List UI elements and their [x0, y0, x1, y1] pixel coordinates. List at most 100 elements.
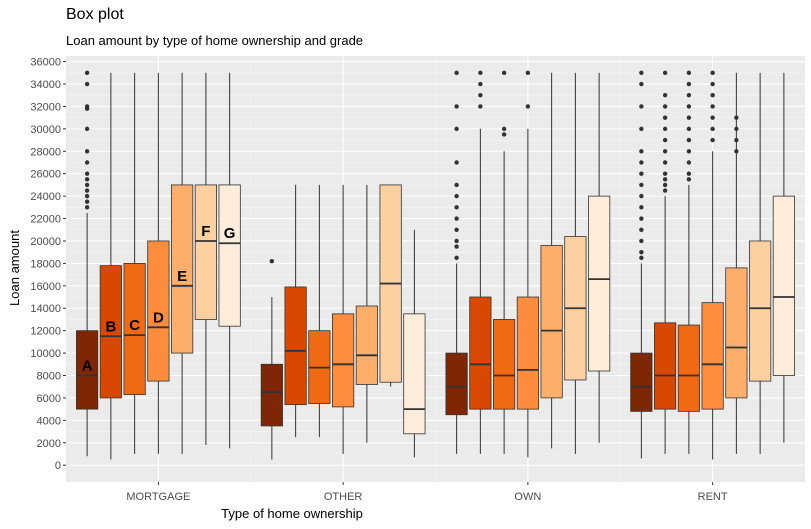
x-axis-ticks: MORTGAGE OTHER OWN RENT [126, 482, 728, 503]
box-rent-g [772, 72, 795, 443]
outlier-point [686, 137, 692, 143]
box-rent-b [654, 70, 677, 454]
outlier-point [454, 216, 459, 221]
box-other-b [284, 184, 307, 438]
outlier-point [84, 171, 90, 176]
outlier-point [734, 149, 739, 154]
outlier-point [639, 249, 644, 255]
outlier-point [454, 238, 459, 244]
y-tick-label: 8000 [37, 371, 61, 383]
outlier-point [686, 93, 692, 98]
box-own-b [469, 70, 492, 454]
box-mortgage-c [123, 72, 146, 454]
y-tick-label: 30000 [30, 124, 61, 136]
outlier-point [662, 93, 668, 98]
outlier-point [84, 199, 90, 204]
box-mortgage-b [99, 72, 122, 460]
box-iqr [403, 313, 426, 435]
grade-label-f: F [201, 223, 210, 240]
outlier-point [269, 258, 275, 264]
box-mortgage-g [218, 72, 241, 449]
box-rent-e [725, 72, 748, 454]
outlier-point [662, 126, 668, 132]
grade-label-e: E [177, 268, 187, 285]
grade-label-a: A [82, 358, 93, 375]
box-other-a [260, 258, 283, 460]
outlier-point [710, 81, 715, 87]
y-tick-label: 24000 [30, 191, 61, 203]
y-tick-label: 20000 [30, 236, 61, 248]
outlier-point [454, 255, 459, 260]
y-tick-label: 12000 [30, 326, 61, 338]
box-other-f [379, 184, 402, 387]
outlier-point [639, 81, 644, 87]
box-iqr [630, 352, 653, 412]
outlier-point [525, 104, 531, 109]
outlier-point [662, 188, 668, 193]
outlier-point [710, 70, 715, 76]
box-iqr [469, 296, 492, 410]
box-iqr [725, 267, 748, 399]
box-iqr [123, 262, 146, 395]
box-iqr [218, 184, 241, 327]
box-other-g [403, 229, 426, 458]
y-axis-ticks: 0 2000 4000 6000 8000 10000 12000 14000 16000 180… [30, 57, 66, 472]
box-mortgage-a [76, 70, 99, 457]
box-own-a [445, 70, 468, 454]
box-other-e [355, 184, 378, 443]
outlier-point [734, 126, 739, 132]
outlier-point [84, 160, 90, 165]
outlier-point [639, 126, 644, 132]
box-own-g [588, 72, 611, 443]
outlier-point [639, 227, 644, 232]
box-iqr [493, 319, 516, 410]
outlier-point [686, 177, 692, 182]
box-iqr [540, 245, 563, 399]
outlier-point [686, 104, 692, 109]
outlier-point [686, 115, 692, 120]
outlier-point [639, 255, 644, 260]
y-tick-label: 0 [55, 460, 61, 472]
outlier-point [84, 126, 90, 132]
x-tick-label: OWN [514, 491, 541, 503]
outlier-point [639, 171, 644, 176]
outlier-point [734, 137, 739, 143]
outlier-point [662, 160, 668, 165]
y-tick-label: 26000 [30, 169, 61, 181]
y-tick-label: 6000 [37, 393, 61, 405]
outlier-point [84, 104, 90, 109]
outlier-point [639, 205, 644, 210]
outlier-point [478, 70, 483, 76]
outlier-point [662, 149, 668, 154]
y-tick-label: 28000 [30, 146, 61, 158]
box-rent-a [630, 70, 653, 459]
outlier-point [662, 137, 668, 143]
y-tick-label: 36000 [30, 57, 61, 69]
box-iqr [332, 313, 355, 408]
outlier-point [710, 137, 715, 143]
box-iqr [171, 184, 194, 354]
grade-label-g: G [224, 225, 236, 242]
outlier-point [454, 244, 459, 249]
outlier-point [454, 205, 459, 210]
outlier-point [454, 70, 459, 76]
box-iqr [194, 184, 217, 320]
box-own-c [493, 70, 516, 454]
y-tick-label: 14000 [30, 303, 61, 315]
grade-labels: A B C D E F G [82, 223, 236, 375]
box-iqr [654, 322, 677, 410]
outlier-point [686, 160, 692, 165]
y-tick-label: 2000 [37, 438, 61, 450]
outlier-point [662, 104, 668, 109]
outlier-point [686, 126, 692, 132]
outlier-point [710, 115, 715, 120]
box-iqr [516, 296, 539, 410]
outlier-point [662, 177, 668, 182]
outlier-point [639, 193, 644, 199]
box-iqr [701, 302, 724, 410]
box-mortgage-e [171, 72, 194, 454]
box-iqr [99, 265, 122, 399]
outlier-point [454, 160, 459, 165]
outlier-point [686, 171, 692, 176]
outlier-point [686, 149, 692, 154]
